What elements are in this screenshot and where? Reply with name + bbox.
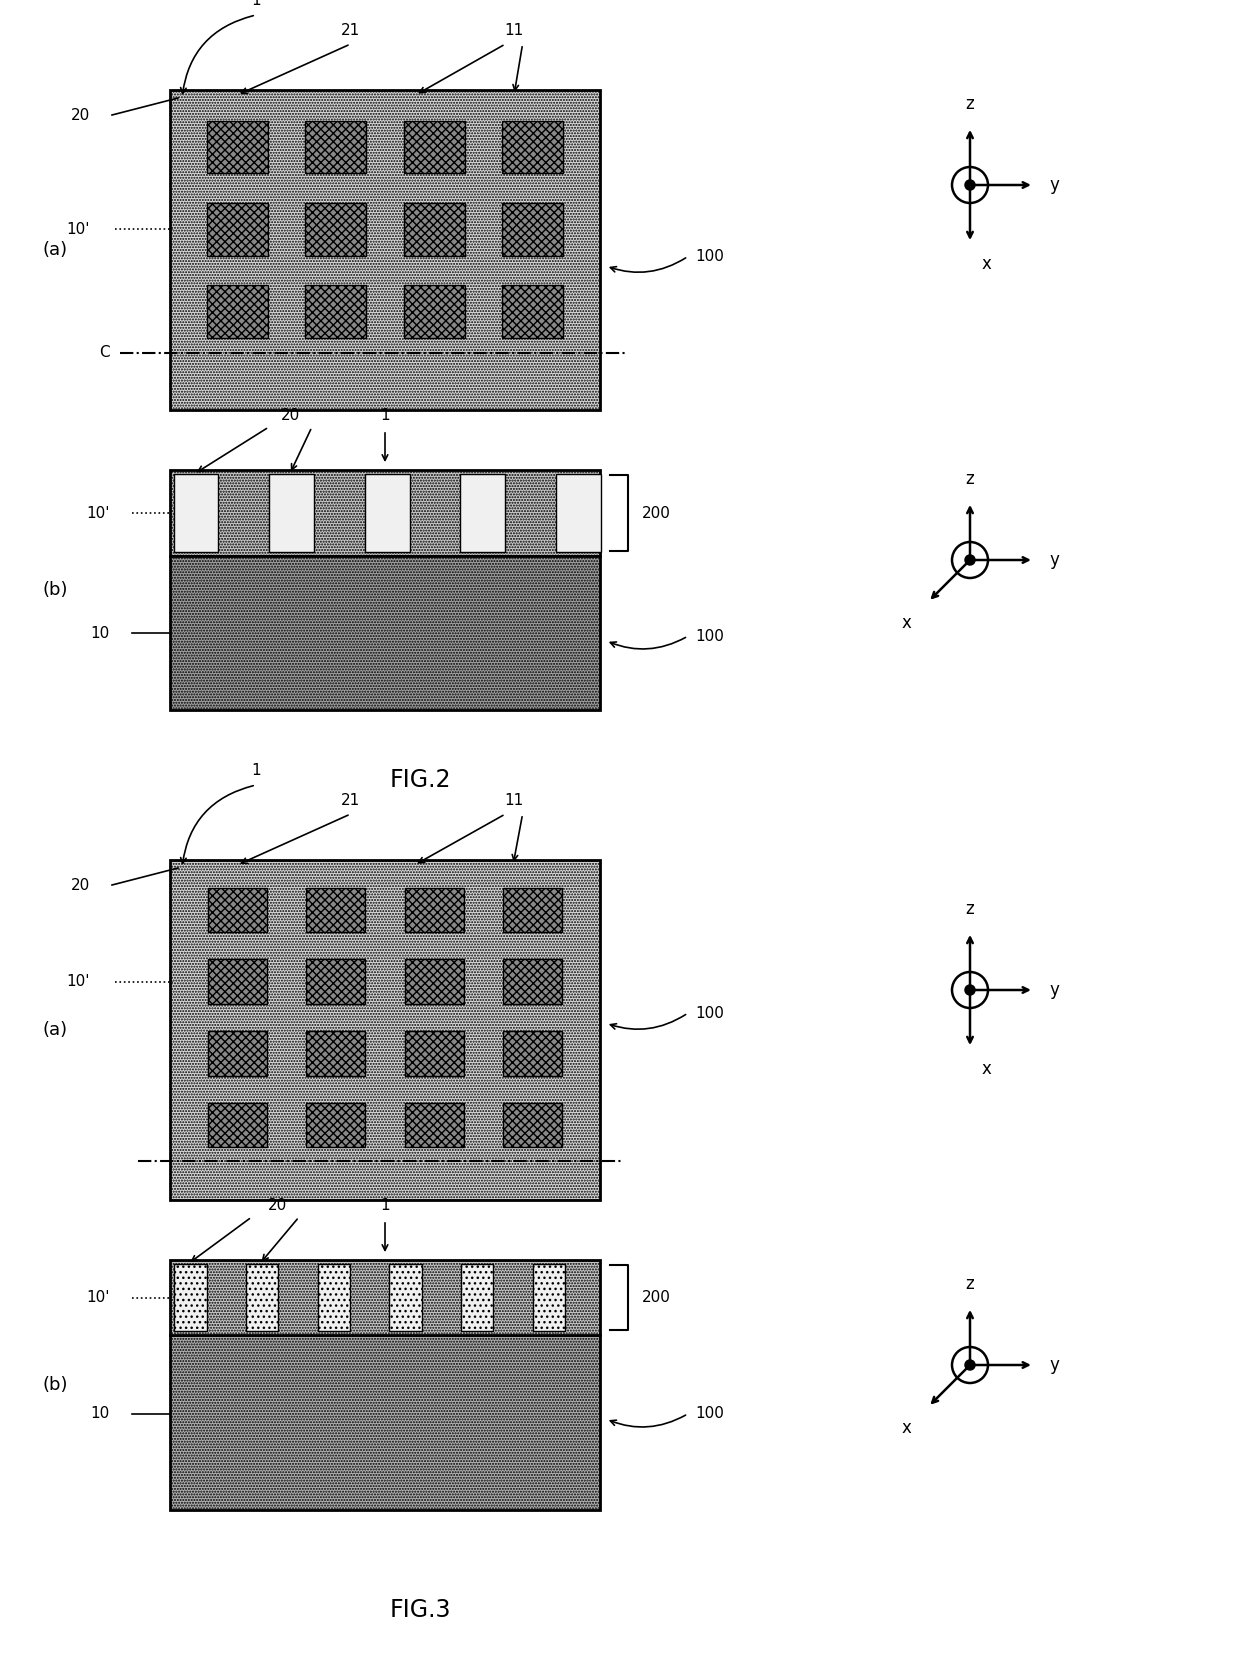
Bar [461,1264,494,1330]
Text: 20: 20 [71,107,91,122]
Text: 20: 20 [268,1197,288,1212]
Bar [502,285,563,338]
Bar [404,887,464,932]
Bar [404,203,465,255]
Text: y: y [1050,552,1060,568]
Bar [306,1104,366,1147]
Bar [503,959,562,1004]
Bar [404,120,465,173]
Bar [404,959,464,1004]
Bar [503,1104,562,1147]
Text: y: y [1050,980,1060,999]
Bar [502,120,563,173]
Bar [246,1264,278,1330]
Bar [317,1264,350,1330]
Text: z: z [966,1275,975,1294]
Bar [305,120,366,173]
Bar [533,1264,565,1330]
Text: FIG.2: FIG.2 [389,768,451,792]
Text: x: x [901,1419,911,1437]
Bar [460,473,505,552]
Circle shape [965,180,975,190]
Text: (b): (b) [42,1375,68,1394]
Text: 1: 1 [252,762,260,777]
Text: 200: 200 [642,1290,671,1305]
Bar [207,1104,267,1147]
Bar [365,473,409,552]
Bar [503,887,562,932]
Text: (a): (a) [42,1020,67,1039]
Text: y: y [1050,177,1060,193]
Bar [305,285,366,338]
Text: C: C [99,345,110,360]
Bar [207,1032,267,1075]
Text: 10': 10' [87,1290,110,1305]
Bar [207,285,268,338]
Bar [170,1260,600,1335]
Bar [269,473,314,552]
Text: 100: 100 [694,1407,724,1422]
Text: 200: 200 [642,505,671,520]
Bar [170,90,600,410]
Bar [175,1264,207,1330]
Bar [170,557,600,710]
Bar [170,1335,600,1510]
Text: (b): (b) [42,582,68,598]
Text: 10': 10' [87,505,110,520]
Bar [174,473,218,552]
Bar [404,285,465,338]
Text: x: x [982,255,992,273]
Text: 21: 21 [341,22,361,37]
Bar [556,473,600,552]
Text: z: z [966,470,975,488]
Text: 11: 11 [505,22,523,37]
Circle shape [965,985,975,995]
Text: z: z [966,95,975,113]
Bar [306,1032,366,1075]
Text: x: x [901,615,911,632]
Text: z: z [966,900,975,919]
Bar [305,203,366,255]
Text: 10': 10' [67,222,91,237]
Bar [207,959,267,1004]
Bar [207,203,268,255]
Bar [207,120,268,173]
Bar [503,1032,562,1075]
Bar [306,959,366,1004]
Text: 100: 100 [694,248,724,263]
Text: 10': 10' [67,974,91,989]
Bar [170,470,600,557]
Text: 1: 1 [381,407,389,422]
Bar [306,887,366,932]
Bar [389,1264,422,1330]
Text: 10: 10 [91,1407,110,1422]
Bar [207,887,267,932]
Bar [170,860,600,1200]
Bar [404,1104,464,1147]
Circle shape [965,555,975,565]
Text: 21: 21 [341,792,361,807]
Text: 100: 100 [694,628,724,643]
Text: 11: 11 [505,792,523,807]
Text: 1: 1 [381,1197,389,1212]
Text: 1: 1 [252,0,260,7]
Bar [502,203,563,255]
Bar [404,1032,464,1075]
Text: 10: 10 [91,625,110,640]
Text: 100: 100 [694,1005,724,1020]
Text: (a): (a) [42,242,67,258]
Text: 20: 20 [71,877,91,892]
Circle shape [965,1360,975,1370]
Text: FIG.3: FIG.3 [389,1599,451,1622]
Text: 20: 20 [280,407,300,422]
Text: y: y [1050,1355,1060,1374]
Text: x: x [982,1060,992,1079]
